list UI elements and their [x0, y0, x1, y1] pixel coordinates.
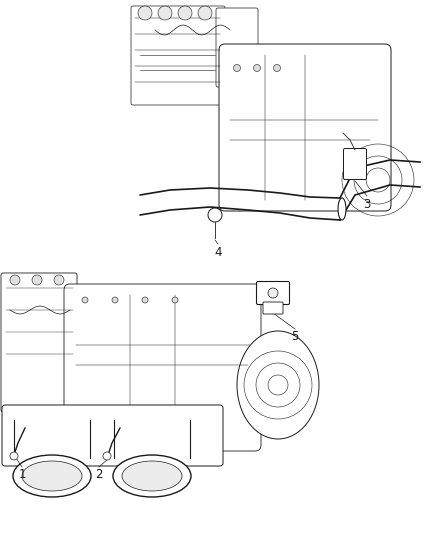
Text: 4: 4: [214, 246, 222, 259]
Circle shape: [112, 297, 118, 303]
Ellipse shape: [22, 461, 82, 491]
FancyBboxPatch shape: [131, 6, 225, 105]
Text: 5: 5: [291, 330, 299, 343]
Circle shape: [54, 275, 64, 285]
Circle shape: [103, 452, 111, 460]
Circle shape: [273, 64, 280, 71]
Ellipse shape: [237, 331, 319, 439]
Text: 3: 3: [363, 198, 371, 211]
FancyBboxPatch shape: [263, 302, 283, 314]
FancyBboxPatch shape: [219, 44, 391, 211]
Ellipse shape: [122, 461, 182, 491]
Circle shape: [178, 6, 192, 20]
FancyBboxPatch shape: [257, 281, 290, 304]
Ellipse shape: [113, 455, 191, 497]
Circle shape: [82, 297, 88, 303]
Circle shape: [198, 6, 212, 20]
Text: 1: 1: [18, 468, 26, 481]
Circle shape: [208, 208, 222, 222]
Ellipse shape: [13, 455, 91, 497]
Circle shape: [268, 288, 278, 298]
Circle shape: [10, 452, 18, 460]
Text: 2: 2: [95, 468, 103, 481]
FancyBboxPatch shape: [343, 149, 367, 180]
Circle shape: [158, 6, 172, 20]
FancyBboxPatch shape: [2, 405, 223, 466]
Circle shape: [172, 297, 178, 303]
Circle shape: [142, 297, 148, 303]
Circle shape: [10, 275, 20, 285]
FancyBboxPatch shape: [216, 8, 258, 87]
Ellipse shape: [338, 198, 346, 220]
Circle shape: [254, 64, 261, 71]
Circle shape: [138, 6, 152, 20]
FancyBboxPatch shape: [64, 284, 261, 451]
FancyBboxPatch shape: [1, 273, 77, 412]
Circle shape: [233, 64, 240, 71]
Circle shape: [32, 275, 42, 285]
